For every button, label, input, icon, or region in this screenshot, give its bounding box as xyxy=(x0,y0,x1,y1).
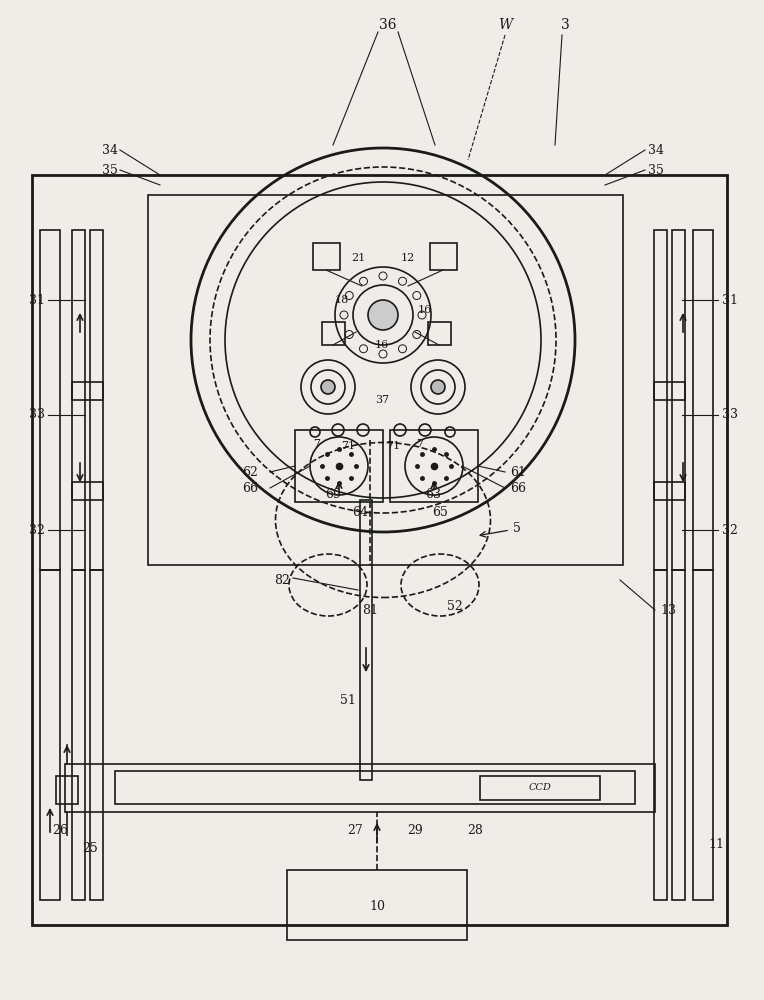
Text: 7: 7 xyxy=(416,439,423,449)
Bar xyxy=(480,776,600,800)
Bar xyxy=(654,230,667,570)
Bar xyxy=(32,175,727,925)
Bar xyxy=(90,230,103,570)
Text: 52: 52 xyxy=(447,600,463,613)
Text: 16: 16 xyxy=(375,340,389,350)
Text: 64: 64 xyxy=(352,506,368,518)
Text: 7: 7 xyxy=(313,439,321,449)
Text: 13: 13 xyxy=(660,603,676,616)
Bar xyxy=(115,771,635,804)
Bar xyxy=(693,570,713,900)
Bar xyxy=(693,230,713,570)
Text: 66: 66 xyxy=(242,482,258,494)
Bar xyxy=(148,195,623,565)
Bar xyxy=(654,482,685,500)
Bar xyxy=(287,870,467,940)
Text: 35: 35 xyxy=(102,163,118,176)
Text: 33: 33 xyxy=(29,408,45,422)
Text: 16: 16 xyxy=(418,305,432,315)
Text: 37: 37 xyxy=(375,395,389,405)
Bar xyxy=(72,230,85,570)
Bar xyxy=(654,382,685,400)
Text: 34: 34 xyxy=(102,143,118,156)
Text: 62: 62 xyxy=(242,466,258,479)
Bar xyxy=(428,322,451,345)
Text: 63: 63 xyxy=(425,488,441,502)
Text: 69: 69 xyxy=(325,488,341,502)
Text: 35: 35 xyxy=(648,163,664,176)
Text: 21: 21 xyxy=(351,253,365,263)
Text: 51: 51 xyxy=(340,694,356,706)
Bar xyxy=(390,430,478,502)
Text: 65: 65 xyxy=(432,506,448,518)
Text: CCD: CCD xyxy=(529,784,552,792)
Bar xyxy=(360,500,372,780)
Text: 31: 31 xyxy=(29,294,45,306)
Text: 61: 61 xyxy=(510,466,526,479)
Circle shape xyxy=(368,300,398,330)
Text: 33: 33 xyxy=(722,408,738,422)
Text: 10: 10 xyxy=(369,900,385,914)
Text: 29: 29 xyxy=(407,824,423,836)
Text: 28: 28 xyxy=(467,824,483,836)
Text: 25: 25 xyxy=(82,842,98,854)
Bar xyxy=(65,764,655,812)
Bar xyxy=(72,570,85,900)
Bar xyxy=(672,570,685,900)
Text: 27: 27 xyxy=(347,824,363,836)
Bar xyxy=(295,430,383,502)
Text: 82: 82 xyxy=(274,574,290,586)
Bar xyxy=(313,243,340,270)
Bar xyxy=(72,382,103,400)
Text: 3: 3 xyxy=(561,18,569,32)
Bar xyxy=(430,243,457,270)
Text: 31: 31 xyxy=(722,294,738,306)
Text: 26: 26 xyxy=(52,824,68,836)
Text: 71: 71 xyxy=(386,441,400,451)
Text: 12: 12 xyxy=(401,253,415,263)
Text: 66: 66 xyxy=(510,482,526,494)
Bar xyxy=(654,570,667,900)
Text: 71: 71 xyxy=(341,441,355,451)
Bar xyxy=(322,322,345,345)
Text: 5: 5 xyxy=(513,522,521,534)
Text: 11: 11 xyxy=(708,838,724,852)
Bar xyxy=(90,570,103,900)
Text: W: W xyxy=(498,18,512,32)
Bar xyxy=(72,482,103,500)
Text: 36: 36 xyxy=(379,18,397,32)
Text: 81: 81 xyxy=(362,603,378,616)
Bar xyxy=(40,570,60,900)
Text: 34: 34 xyxy=(648,143,664,156)
Bar xyxy=(56,776,78,804)
Circle shape xyxy=(431,380,445,394)
Bar xyxy=(40,230,60,570)
Text: 32: 32 xyxy=(722,524,738,536)
Text: 18: 18 xyxy=(335,295,349,305)
Bar xyxy=(672,230,685,570)
Circle shape xyxy=(321,380,335,394)
Text: 32: 32 xyxy=(29,524,45,536)
